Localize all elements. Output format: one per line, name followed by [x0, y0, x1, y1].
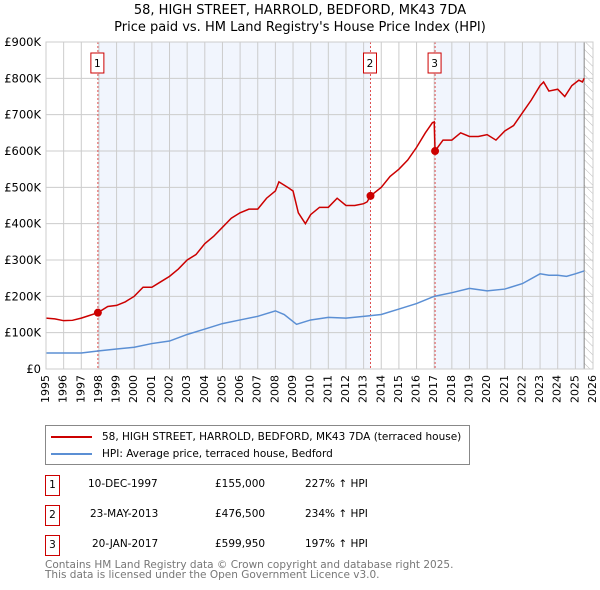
- x-tick-label: 2023: [533, 375, 546, 403]
- sale-marker-label: 1: [94, 58, 101, 70]
- x-tick-label: 2004: [198, 375, 211, 403]
- sale-point: [431, 147, 440, 156]
- x-tick-label: 2007: [251, 375, 264, 403]
- x-tick-label: 2009: [286, 375, 299, 403]
- x-tick-label: 1995: [39, 375, 52, 403]
- x-tick-label: 1998: [92, 375, 105, 403]
- sale-marker-badge: [90, 52, 105, 74]
- sale-row: 2 23-MAY-2013 £476,500 234% ↑ HPI: [45, 505, 545, 526]
- x-tick-label: 2005: [215, 375, 228, 403]
- x-tick-label: 2016: [410, 375, 423, 403]
- sale-badge: 1: [45, 475, 60, 496]
- sale-marker-badge: [427, 52, 442, 74]
- sale-hpi: 197% ↑ HPI: [305, 538, 368, 550]
- legend-item-property: 58, HIGH STREET, HARROLD, BEDFORD, MK43 …: [46, 429, 461, 445]
- y-tick-label: £900K: [4, 35, 41, 49]
- x-tick-label: 2000: [127, 375, 140, 403]
- y-tick-label: £500K: [4, 180, 41, 194]
- legend-label: HPI: Average price, terraced house, Bedf…: [102, 448, 333, 460]
- x-tick-label: 2003: [180, 375, 193, 403]
- y-tick-label: £400K: [4, 217, 41, 231]
- x-tick-label: 2025: [568, 375, 581, 403]
- x-tick-label: 2026: [586, 375, 599, 403]
- x-tick-label: 2018: [445, 375, 458, 403]
- y-tick-label: £100K: [4, 326, 41, 340]
- x-tick-label: 2019: [462, 375, 475, 403]
- x-tick-label: 2021: [498, 375, 511, 403]
- legend-item-hpi: HPI: Average price, terraced house, Bedf…: [46, 446, 333, 462]
- legend-swatch-blue: [51, 453, 92, 455]
- x-tick-label: 2001: [145, 375, 158, 403]
- footer-copyright: Contains HM Land Registry data © Crown c…: [45, 559, 454, 571]
- footer-licence: This data is licensed under the Open Gov…: [45, 569, 380, 581]
- plot-frame: [45, 41, 594, 370]
- sale-point: [366, 191, 375, 200]
- sale-badge: 3: [45, 535, 60, 556]
- x-tick-label: 2024: [551, 375, 564, 403]
- y-tick-label: £0: [26, 362, 41, 376]
- sale-marker-label: 2: [367, 58, 374, 70]
- x-tick-label: 2002: [163, 375, 176, 403]
- sale-row: 3 20-JAN-2017 £599,950 197% ↑ HPI: [45, 535, 545, 556]
- sale-row: 1 10-DEC-1997 £155,000 227% ↑ HPI: [45, 475, 545, 496]
- x-tick-label: 2010: [304, 375, 317, 403]
- x-tick-label: 2006: [233, 375, 246, 403]
- sale-price: £476,500: [215, 508, 266, 520]
- chart-title: 58, HIGH STREET, HARROLD, BEDFORD, MK43 …: [133, 3, 467, 18]
- sale-price: £599,950: [215, 538, 266, 550]
- x-tick-label: 1999: [110, 375, 123, 403]
- x-tick-label: 2017: [427, 375, 440, 403]
- legend-swatch-red: [51, 436, 92, 438]
- legend-label: 58, HIGH STREET, HARROLD, BEDFORD, MK43 …: [102, 431, 462, 443]
- series-line: [45, 78, 585, 322]
- sale-point: [93, 308, 102, 317]
- x-tick-label: 2022: [515, 375, 528, 403]
- shaded-period: [97, 42, 371, 369]
- x-tick-label: 2012: [339, 375, 352, 403]
- legend: 58, HIGH STREET, HARROLD, BEDFORD, MK43 …: [45, 425, 470, 465]
- sale-date: 20-JAN-2017: [92, 538, 159, 550]
- y-tick-label: £200K: [4, 289, 41, 303]
- x-tick-label: 2011: [321, 375, 334, 403]
- shaded-period: [435, 42, 585, 369]
- sale-date: 23-MAY-2013: [90, 508, 159, 520]
- y-tick-label: £800K: [4, 71, 41, 85]
- forecast-hatch: [584, 42, 593, 369]
- x-tick-label: 2008: [268, 375, 281, 403]
- sale-marker-label: 3: [431, 58, 438, 70]
- y-tick-label: £600K: [4, 144, 41, 158]
- sale-hpi: 227% ↑ HPI: [305, 478, 368, 490]
- price-chart: 1995 1996 1997 1998 1999 2000 2001 2002 2003 2004…: [4, 35, 599, 403]
- sale-badge: 2: [45, 505, 60, 526]
- sale-date: 10-DEC-1997: [88, 478, 158, 490]
- sale-marker-badge: [362, 52, 377, 74]
- series-line: [46, 270, 585, 354]
- x-tick-label: 1996: [57, 375, 70, 403]
- footer: Contains HM Land Registry data © Crown c…: [45, 559, 454, 581]
- x-tick-label: 2013: [357, 375, 370, 403]
- y-tick-label: £300K: [4, 253, 41, 267]
- x-tick-label: 1997: [74, 375, 87, 403]
- x-tick-label: 2015: [392, 375, 405, 403]
- sale-hpi: 234% ↑ HPI: [305, 508, 368, 520]
- y-tick-label: £700K: [4, 108, 41, 122]
- sale-price: £155,000: [215, 478, 266, 490]
- chart-subtitle: Price paid vs. HM Land Registry's House …: [114, 20, 486, 35]
- x-tick-label: 2014: [374, 375, 387, 403]
- x-tick-label: 2020: [480, 375, 493, 403]
